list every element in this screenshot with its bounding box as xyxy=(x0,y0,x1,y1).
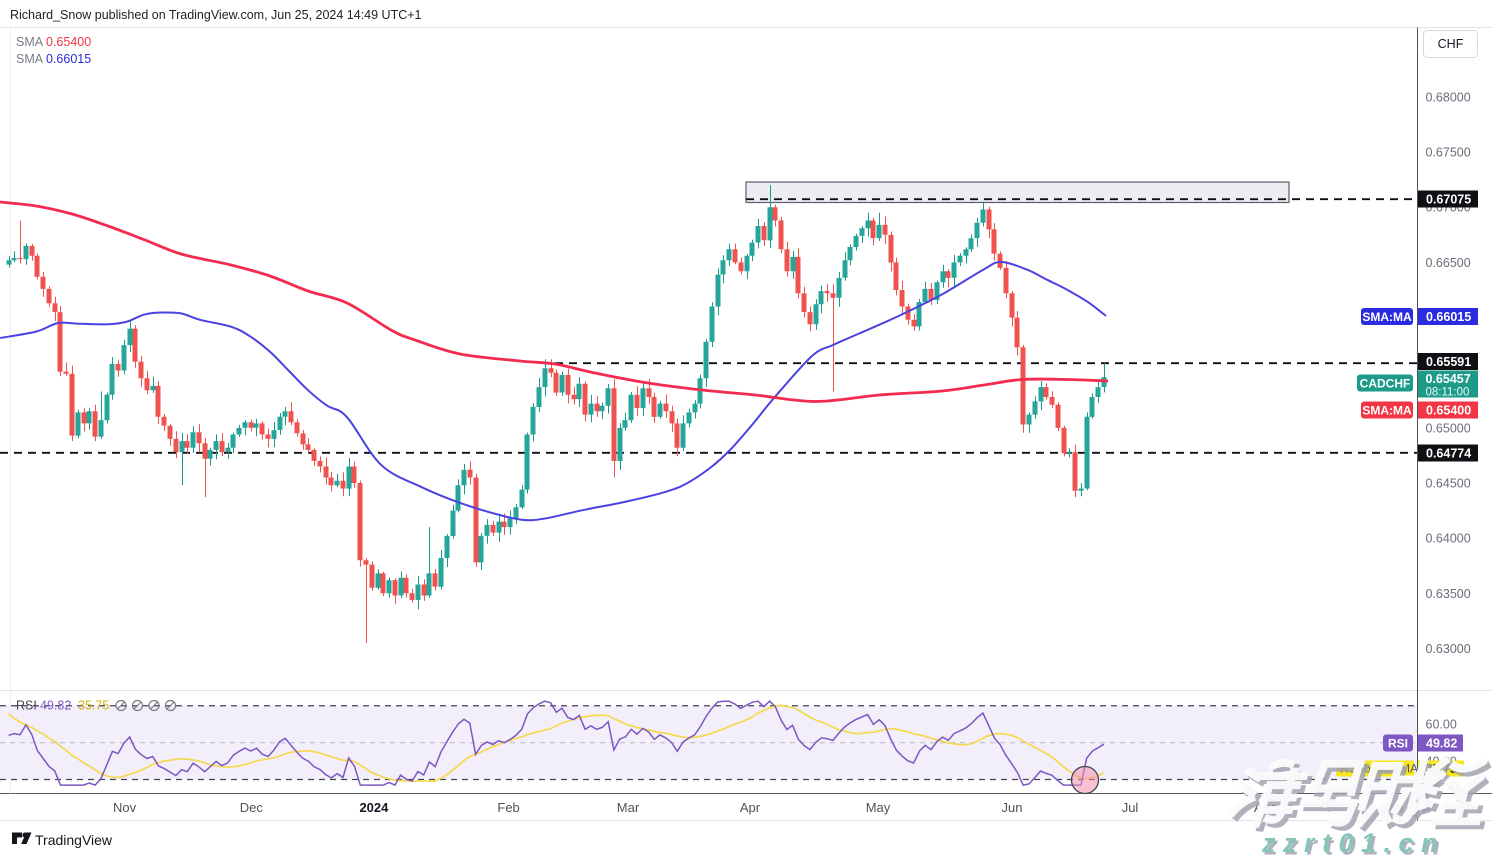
svg-text:RSI: RSI xyxy=(16,699,37,713)
svg-text:Richard_Snow published on Trad: Richard_Snow published on TradingView.co… xyxy=(10,8,422,22)
svg-text:49.82: 49.82 xyxy=(40,699,71,713)
svg-text:May: May xyxy=(866,800,891,815)
svg-text:0.65400: 0.65400 xyxy=(1426,403,1471,417)
svg-text:0.66500: 0.66500 xyxy=(1426,256,1471,270)
svg-text:0.63000: 0.63000 xyxy=(1426,642,1471,656)
svg-text:CHF: CHF xyxy=(1438,37,1464,51)
svg-text:Jun: Jun xyxy=(1002,800,1023,815)
svg-text:35.75: 35.75 xyxy=(78,699,109,713)
svg-text:zzrt01.cn: zzrt01.cn xyxy=(1261,828,1445,857)
svg-text:0.66015: 0.66015 xyxy=(46,52,91,66)
svg-text:0.67500: 0.67500 xyxy=(1426,146,1471,160)
svg-text:0.64500: 0.64500 xyxy=(1426,477,1471,491)
svg-text:0.65000: 0.65000 xyxy=(1426,421,1471,435)
svg-text:0.65457: 0.65457 xyxy=(1426,372,1471,386)
svg-text:0.67075: 0.67075 xyxy=(1426,192,1471,206)
svg-text:Dec: Dec xyxy=(240,800,264,815)
svg-text:Apr: Apr xyxy=(740,800,761,815)
svg-text:CADCHF: CADCHF xyxy=(1360,376,1411,390)
svg-text:zzrt01.cn: zzrt01.cn xyxy=(1263,830,1447,857)
svg-text:SMA: SMA xyxy=(16,52,44,66)
svg-text:49.82: 49.82 xyxy=(1426,736,1457,750)
svg-text:Nov: Nov xyxy=(113,800,137,815)
svg-text:Mar: Mar xyxy=(617,800,640,815)
svg-text:RSI: RSI xyxy=(1388,736,1408,750)
svg-text:TradingView: TradingView xyxy=(35,832,113,848)
svg-text:Feb: Feb xyxy=(497,800,519,815)
svg-text:SMA:MA: SMA:MA xyxy=(1362,403,1412,417)
svg-text:0.64774: 0.64774 xyxy=(1426,446,1471,460)
svg-text:60.00: 60.00 xyxy=(1426,718,1457,732)
svg-text:0.68000: 0.68000 xyxy=(1426,91,1471,105)
svg-text:0.66015: 0.66015 xyxy=(1426,310,1471,324)
svg-text:0.65400: 0.65400 xyxy=(46,35,91,49)
svg-text:SMA: SMA xyxy=(16,35,44,49)
svg-text:0.63500: 0.63500 xyxy=(1426,587,1471,601)
svg-text:08:11:00: 08:11:00 xyxy=(1426,387,1470,399)
svg-text:0.64000: 0.64000 xyxy=(1426,532,1471,546)
svg-text:0.65591: 0.65591 xyxy=(1426,355,1471,369)
svg-text:2024: 2024 xyxy=(359,800,389,815)
svg-text:SMA:MA: SMA:MA xyxy=(1362,310,1412,324)
svg-text:Jul: Jul xyxy=(1122,800,1139,815)
